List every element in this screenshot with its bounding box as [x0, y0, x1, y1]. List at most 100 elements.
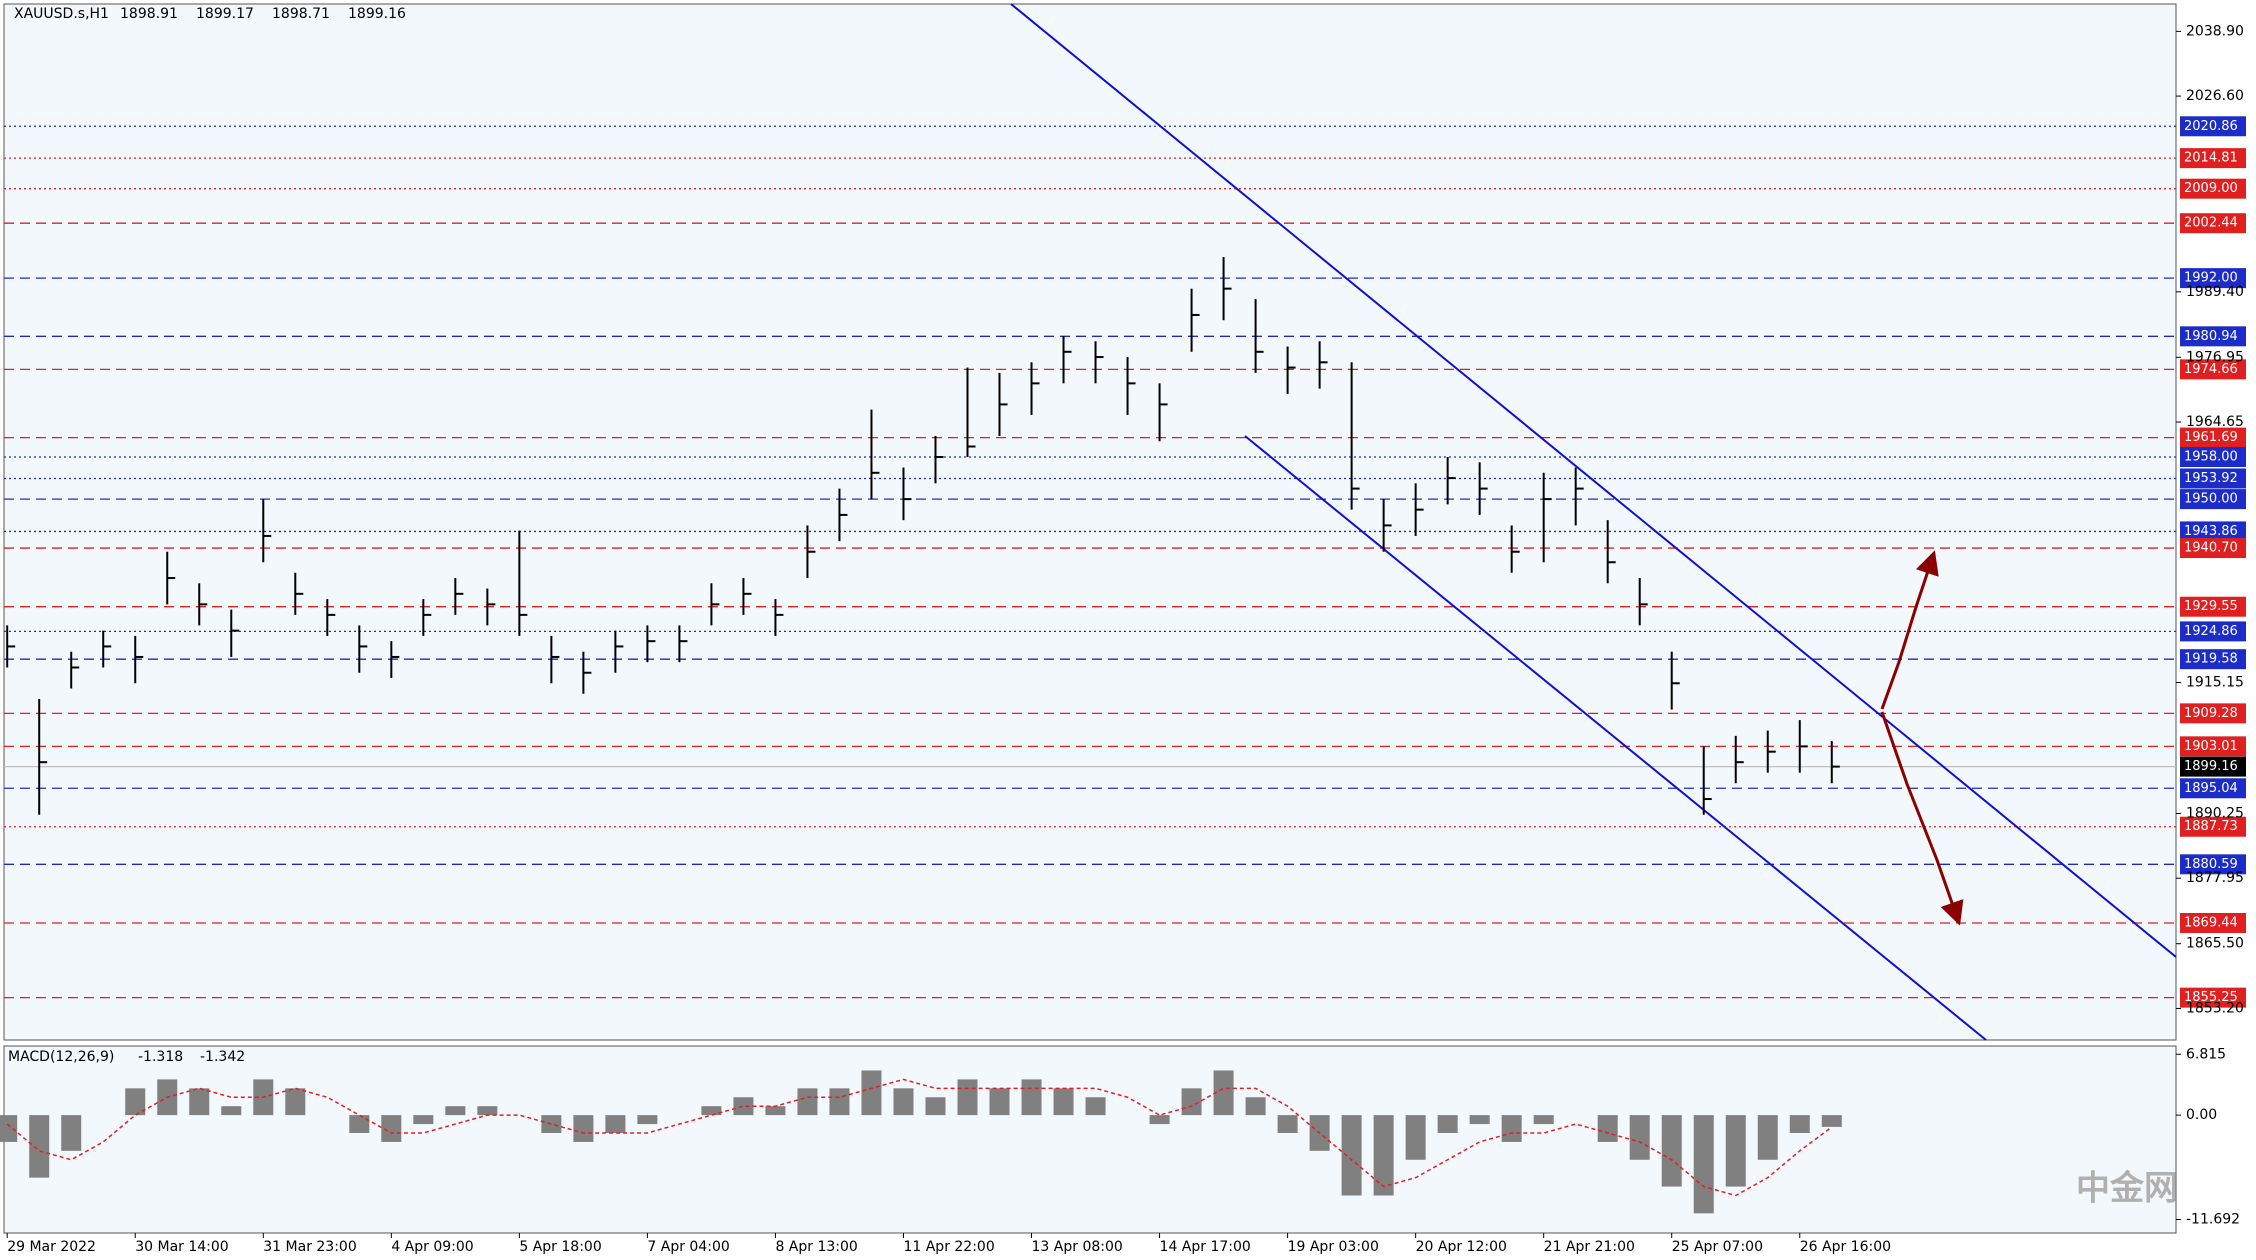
- macd-bar: [1373, 1115, 1394, 1196]
- symbol: XAUUSD.s,H1: [14, 6, 109, 22]
- macd-bar: [125, 1088, 146, 1116]
- level-tag: [2180, 736, 2246, 757]
- macd-bar: [1085, 1097, 1106, 1116]
- macd-bar: [701, 1106, 722, 1116]
- level-tag: [2180, 178, 2246, 199]
- y-tick-label: 1989.40: [2186, 284, 2244, 300]
- level-label: 1929.55: [2184, 599, 2238, 614]
- macd-tick-label: 0.00: [2186, 1107, 2217, 1123]
- macd-bar: [733, 1097, 754, 1116]
- macd-bar: [1405, 1115, 1426, 1160]
- level-label: 1958.00: [2184, 450, 2238, 465]
- level-label: 1950.00: [2184, 492, 2238, 507]
- macd-bar: [1821, 1115, 1842, 1127]
- level-label: 1940.70: [2184, 541, 2238, 556]
- level-tag: [2180, 816, 2246, 837]
- macd-bar: [477, 1106, 498, 1116]
- quote-value: 1898.71: [272, 6, 330, 22]
- level-tag: [2180, 427, 2246, 448]
- x-tick-label: 13 Apr 08:00: [1032, 1239, 1123, 1255]
- channel-upper: [1010, 3, 2177, 958]
- macd-bar: [1469, 1115, 1490, 1125]
- x-tick-label: 11 Apr 22:00: [903, 1239, 994, 1255]
- macd-name: MACD(12,26,9): [8, 1049, 114, 1065]
- y-tick-label: 1890.25: [2186, 805, 2244, 821]
- macd-bar: [989, 1088, 1010, 1116]
- y-tick-label: 2038.90: [2186, 23, 2244, 39]
- level-label: 2002.44: [2184, 216, 2238, 231]
- x-tick-label: 21 Apr 21:00: [1544, 1239, 1635, 1255]
- level-tag: [2180, 213, 2246, 234]
- level-label: 1924.86: [2184, 624, 2238, 639]
- level-label: 1953.92: [2184, 471, 2238, 486]
- level-tag: [2180, 778, 2246, 799]
- level-label: 1855.25: [2184, 990, 2238, 1005]
- macd-bar: [765, 1106, 786, 1116]
- macd-current: -1.342: [200, 1049, 245, 1065]
- price-panel: [3, 3, 2177, 1041]
- level-tag: [2180, 854, 2246, 875]
- watermark: 中金网: [2076, 1169, 2178, 1209]
- macd-bar: [0, 1115, 18, 1142]
- macd-bar: [573, 1115, 594, 1142]
- macd-tick-label: -11.692: [2186, 1212, 2240, 1228]
- macd-bar: [1149, 1115, 1170, 1125]
- y-tick-label: 2026.60: [2186, 88, 2244, 104]
- level-label: 1880.59: [2184, 857, 2238, 872]
- macd-bar: [637, 1115, 658, 1125]
- level-label: 1909.28: [2184, 706, 2238, 721]
- level-label: 1992.00: [2184, 271, 2238, 286]
- level-tag: [2180, 703, 2246, 724]
- level-tag: [2180, 116, 2246, 137]
- y-tick-label: 1865.50: [2186, 936, 2244, 952]
- quote-value: 1898.91: [120, 6, 178, 22]
- macd-bar: [1021, 1079, 1042, 1116]
- macd-current: -1.318: [138, 1049, 183, 1065]
- quote-value: 1899.17: [196, 6, 254, 22]
- macd-bar: [605, 1115, 626, 1133]
- level-label: 1974.66: [2184, 362, 2238, 377]
- x-tick-label: 30 Mar 14:00: [135, 1239, 228, 1255]
- level-label: 1903.01: [2184, 739, 2238, 754]
- level-tag: [2180, 359, 2246, 380]
- level-label: 2020.86: [2184, 119, 2238, 134]
- level-tag: [2180, 326, 2246, 347]
- macd-bar: [1629, 1115, 1650, 1160]
- level-label: 2014.81: [2184, 151, 2238, 166]
- x-tick-label: 25 Apr 07:00: [1672, 1239, 1763, 1255]
- macd-bar: [349, 1115, 370, 1133]
- level-label: 1943.86: [2184, 524, 2238, 539]
- macd-bar: [285, 1088, 306, 1116]
- level-tag: [2180, 596, 2246, 617]
- y-tick-label: 1877.95: [2186, 870, 2244, 886]
- macd-bar: [1213, 1070, 1234, 1116]
- macd-bar: [893, 1088, 914, 1116]
- x-tick-label: 31 Mar 23:00: [263, 1239, 356, 1255]
- level-tag: [2180, 756, 2246, 777]
- macd-bar: [1757, 1115, 1778, 1160]
- channel-lower: [1244, 435, 1987, 1041]
- level-tag: [2180, 538, 2246, 559]
- macd-bar: [829, 1088, 850, 1116]
- level-tag: [2180, 148, 2246, 169]
- level-label: 1895.04: [2184, 781, 2238, 796]
- y-tick-label: 1976.95: [2186, 349, 2244, 365]
- arrow-down: [1880, 711, 1964, 926]
- macd-tick-label: 6.815: [2186, 1046, 2226, 1062]
- macd-bar: [445, 1106, 466, 1116]
- macd-bar: [1661, 1115, 1682, 1187]
- level-tag: [2180, 649, 2246, 670]
- macd-bar: [1533, 1115, 1554, 1125]
- x-tick-label: 26 Apr 16:00: [1800, 1239, 1891, 1255]
- quote-value: 1899.16: [348, 6, 406, 22]
- macd-bar: [1053, 1088, 1074, 1116]
- level-tag: [2180, 621, 2246, 642]
- level-label: 2009.00: [2184, 181, 2238, 196]
- macd-bar: [1725, 1115, 1746, 1187]
- level-label: 1887.73: [2184, 819, 2238, 834]
- level-label: 1899.16: [2184, 759, 2238, 774]
- x-tick-label: 29 Mar 2022: [7, 1239, 96, 1255]
- macd-bar: [1341, 1115, 1362, 1196]
